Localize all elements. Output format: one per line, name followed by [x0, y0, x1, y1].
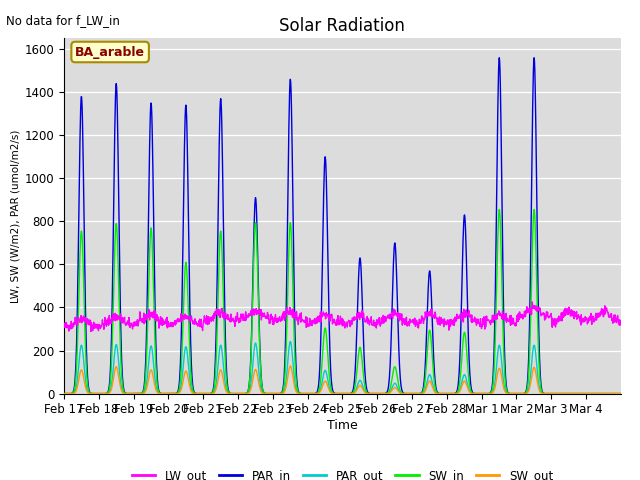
Text: BA_arable: BA_arable [75, 46, 145, 59]
Title: Solar Radiation: Solar Radiation [280, 17, 405, 36]
Legend: LW_out, PAR_in, PAR_out, SW_in, SW_out: LW_out, PAR_in, PAR_out, SW_in, SW_out [127, 465, 558, 480]
X-axis label: Time: Time [327, 419, 358, 432]
Y-axis label: LW, SW (W/m2), PAR (umol/m2/s): LW, SW (W/m2), PAR (umol/m2/s) [10, 129, 20, 303]
Text: No data for f_LW_in: No data for f_LW_in [6, 14, 120, 27]
